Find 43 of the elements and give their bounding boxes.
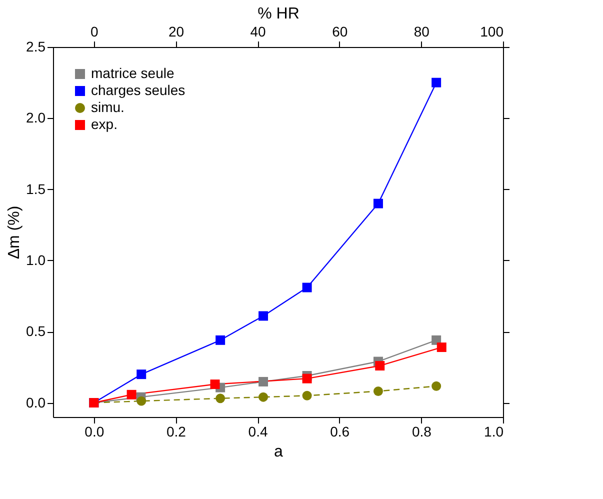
x2-axis-title: % HR xyxy=(258,6,300,22)
point xyxy=(216,394,226,404)
point xyxy=(210,380,220,390)
point xyxy=(302,282,312,292)
x2-tick-label: 80 xyxy=(414,24,430,40)
x2-tick-label: 0 xyxy=(90,24,99,40)
point xyxy=(432,78,442,88)
point xyxy=(136,396,146,406)
x-tick-label: 0.0 xyxy=(84,424,104,440)
x-tick-label: 0.6 xyxy=(330,424,350,440)
legend-label: charges seules xyxy=(91,82,186,98)
y-tick-label: 2.5 xyxy=(26,38,46,54)
x-tick-label: 1.0 xyxy=(484,424,504,440)
point xyxy=(258,392,268,402)
point xyxy=(436,342,446,352)
x2-tick-label: 40 xyxy=(250,24,266,40)
legend-label: exp. xyxy=(91,116,118,132)
y-tick-label: 1.0 xyxy=(26,252,46,268)
point xyxy=(258,311,268,321)
y-axis-title: Δm (%) xyxy=(6,206,24,260)
y-tick-label: 0.0 xyxy=(26,394,46,410)
y-tick-label: 2.0 xyxy=(26,110,46,126)
x-tick-label: 0.4 xyxy=(248,424,268,440)
x-tick-label: 0.2 xyxy=(166,424,186,440)
x2-tick-label: 100 xyxy=(480,24,504,40)
point xyxy=(216,335,226,345)
legend-label: simu. xyxy=(91,99,124,115)
y-tick-label: 1.5 xyxy=(26,180,46,197)
point xyxy=(302,390,312,400)
point xyxy=(432,381,442,391)
y-tick-label: 0.5 xyxy=(26,323,46,340)
x-tick-label: 0.8 xyxy=(412,424,432,440)
x2-tick-label: 20 xyxy=(168,24,184,40)
x2-tick-label: 60 xyxy=(332,24,348,40)
point xyxy=(373,198,383,208)
legend-label: matrice seule xyxy=(91,65,174,81)
point xyxy=(258,376,268,386)
point xyxy=(302,374,312,384)
point xyxy=(136,370,146,380)
point xyxy=(373,386,383,396)
x-axis-title: a xyxy=(274,444,284,460)
point xyxy=(375,361,385,371)
point xyxy=(126,390,136,400)
